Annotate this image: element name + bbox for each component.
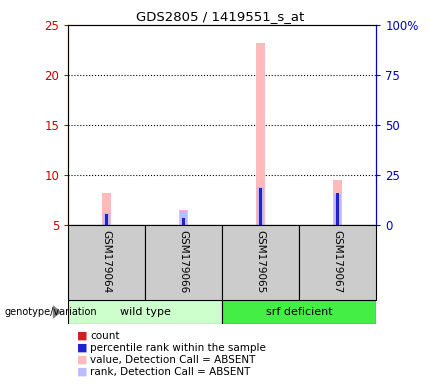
Text: value, Detection Call = ABSENT: value, Detection Call = ABSENT [90,355,256,365]
Bar [182,224,185,225]
Bar [259,188,262,225]
Text: ■: ■ [77,367,88,377]
Bar [179,210,188,225]
Bar [257,187,264,225]
Text: ■: ■ [77,355,88,365]
Bar [259,223,262,225]
Text: wild type: wild type [120,307,171,317]
Text: GDS2805 / 1419551_s_at: GDS2805 / 1419551_s_at [136,10,304,23]
Bar [336,193,339,225]
Bar [222,225,299,300]
Bar [68,300,222,324]
Bar [105,223,108,225]
Text: GSM179067: GSM179067 [333,230,343,294]
Text: ■: ■ [77,331,88,341]
Bar [103,213,110,225]
Bar [334,194,341,225]
Polygon shape [53,305,62,319]
Text: ■: ■ [77,343,88,353]
Bar [336,224,339,225]
Bar [182,218,185,225]
Bar [180,211,187,225]
Bar [68,225,145,300]
Text: genotype/variation: genotype/variation [4,307,97,317]
Text: GSM179064: GSM179064 [102,230,112,294]
Text: rank, Detection Call = ABSENT: rank, Detection Call = ABSENT [90,367,250,377]
Bar [102,193,111,225]
Text: percentile rank within the sample: percentile rank within the sample [90,343,266,353]
Bar [222,300,376,324]
Bar [145,225,222,300]
Bar [105,214,108,225]
Text: GSM179065: GSM179065 [256,230,266,294]
Text: count: count [90,331,120,341]
Bar [299,225,376,300]
Text: srf deficient: srf deficient [266,307,333,317]
Text: GSM179066: GSM179066 [179,230,189,294]
Bar [256,43,265,225]
Bar [333,180,342,225]
